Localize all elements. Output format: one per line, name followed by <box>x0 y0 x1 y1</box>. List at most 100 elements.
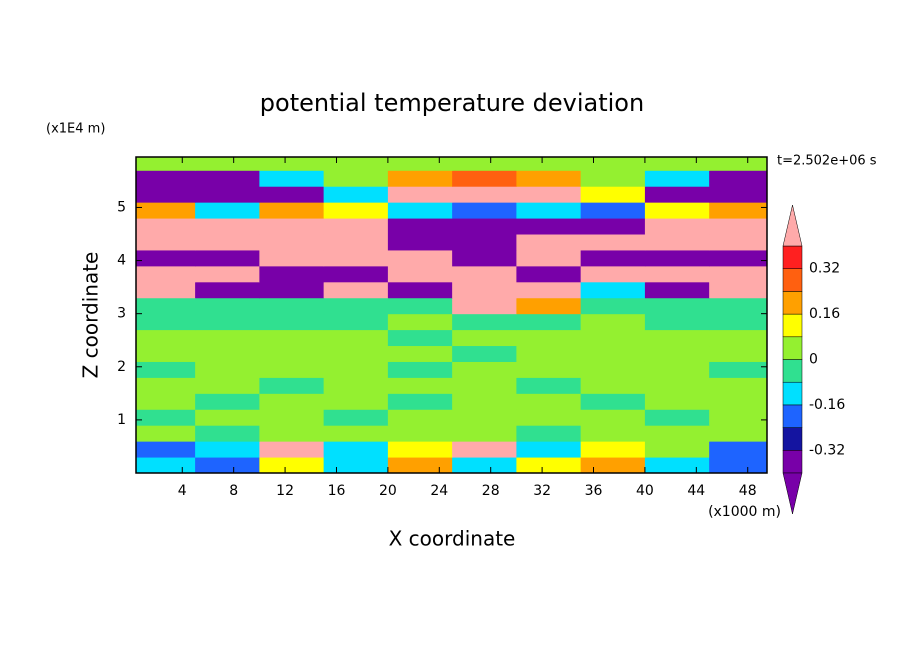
plot-frame <box>135 156 768 474</box>
contour-cell <box>387 265 453 283</box>
contour-cell <box>136 425 196 442</box>
contour-cell <box>709 186 768 203</box>
contour-cell <box>323 441 389 458</box>
contour-cell <box>580 409 646 426</box>
contour-cell <box>387 249 453 267</box>
contour-cell <box>387 457 453 474</box>
contour-cell <box>580 281 646 299</box>
contour-cell <box>195 218 260 235</box>
contour-cell <box>323 202 389 219</box>
colorbar-box <box>782 359 803 383</box>
colorbar-box <box>782 245 803 269</box>
contour-cell <box>195 441 260 458</box>
contour-cell <box>195 457 260 474</box>
contour-cell <box>323 345 389 362</box>
contour-cell <box>136 361 196 378</box>
contour-cell <box>709 313 768 331</box>
contour-cell <box>452 281 517 299</box>
contour-cell <box>644 393 710 410</box>
contour-cell <box>387 281 453 299</box>
contour-cell <box>195 409 260 426</box>
contour-cell <box>580 265 646 283</box>
contour-cell <box>709 202 768 219</box>
colorbar-bottom-arrow <box>782 472 803 515</box>
contour-cell <box>452 441 517 458</box>
chart-title: potential temperature deviation <box>260 89 644 117</box>
contour-cell <box>452 157 517 171</box>
contour-cell <box>644 329 710 347</box>
contour-cell <box>136 313 196 331</box>
contour-cell <box>323 313 389 331</box>
contour-cell <box>516 281 582 299</box>
contour-cell <box>259 218 325 235</box>
contour-cell <box>516 202 582 219</box>
contour-cell <box>644 234 710 251</box>
x-tick-label: 28 <box>482 483 500 499</box>
x-tick-label: 20 <box>379 483 397 499</box>
contour-cell <box>387 425 453 442</box>
contour-cell <box>452 265 517 283</box>
contour-cell <box>387 157 453 171</box>
contour-cell <box>580 186 646 203</box>
contour-cell <box>516 409 582 426</box>
contour-cell <box>709 425 768 442</box>
contour-cell <box>195 313 260 331</box>
contour-cell <box>323 157 389 171</box>
y-unit: (x1E4 m) <box>46 122 105 137</box>
colorbar-box <box>782 336 803 360</box>
contour-cell <box>709 170 768 187</box>
contour-cell <box>516 170 582 187</box>
contour-cell <box>323 393 389 410</box>
contour-cell <box>136 281 196 299</box>
contour-cell <box>516 313 582 331</box>
contour-cell <box>644 281 710 299</box>
x-tick-label: 8 <box>229 483 238 499</box>
contour-cell <box>195 297 260 315</box>
contour-cell <box>323 361 389 378</box>
contour-cell <box>259 361 325 378</box>
contour-cell <box>195 281 260 299</box>
contour-cell <box>516 393 582 410</box>
contour-cell <box>323 249 389 267</box>
contour-cell <box>195 170 260 187</box>
contour-cell <box>709 441 768 458</box>
colorbar-tick-label: 0.16 <box>809 306 840 322</box>
contour-cell <box>709 361 768 378</box>
contour-cell <box>580 425 646 442</box>
contour-cell <box>323 377 389 394</box>
contour-cell <box>387 202 453 219</box>
x-tick-label: 24 <box>430 483 448 499</box>
contour-cell <box>387 218 453 235</box>
contour-cell <box>516 441 582 458</box>
contour-cell <box>709 377 768 394</box>
contour-cell <box>644 297 710 315</box>
contour-cell <box>452 186 517 203</box>
x-tick-label: 12 <box>276 483 294 499</box>
contour-cell <box>580 234 646 251</box>
contour-cell <box>323 281 389 299</box>
x-tick-label: 40 <box>636 483 654 499</box>
contour-cell <box>516 345 582 362</box>
contour-cell <box>387 234 453 251</box>
colorbar-tick-label: -0.16 <box>809 397 845 413</box>
contour-cell <box>259 457 325 474</box>
contour-cell <box>644 441 710 458</box>
contour-cell <box>452 202 517 219</box>
contour-cell <box>259 186 325 203</box>
colorbar-box <box>782 291 803 315</box>
contour-cell <box>516 457 582 474</box>
contour-cell <box>259 425 325 442</box>
contour-cell <box>136 329 196 347</box>
contour-cell <box>136 157 196 171</box>
contour-cell <box>323 457 389 474</box>
colorbar-box <box>782 404 803 428</box>
colorbar-box <box>782 313 803 338</box>
contour-cell <box>452 218 517 235</box>
y-tick-label: 4 <box>117 253 126 269</box>
contour-cell <box>136 265 196 283</box>
contour-cell <box>516 425 582 442</box>
contour-cell <box>387 313 453 331</box>
contour-cell <box>580 345 646 362</box>
contour-cell <box>136 249 196 267</box>
contour-cell <box>259 170 325 187</box>
